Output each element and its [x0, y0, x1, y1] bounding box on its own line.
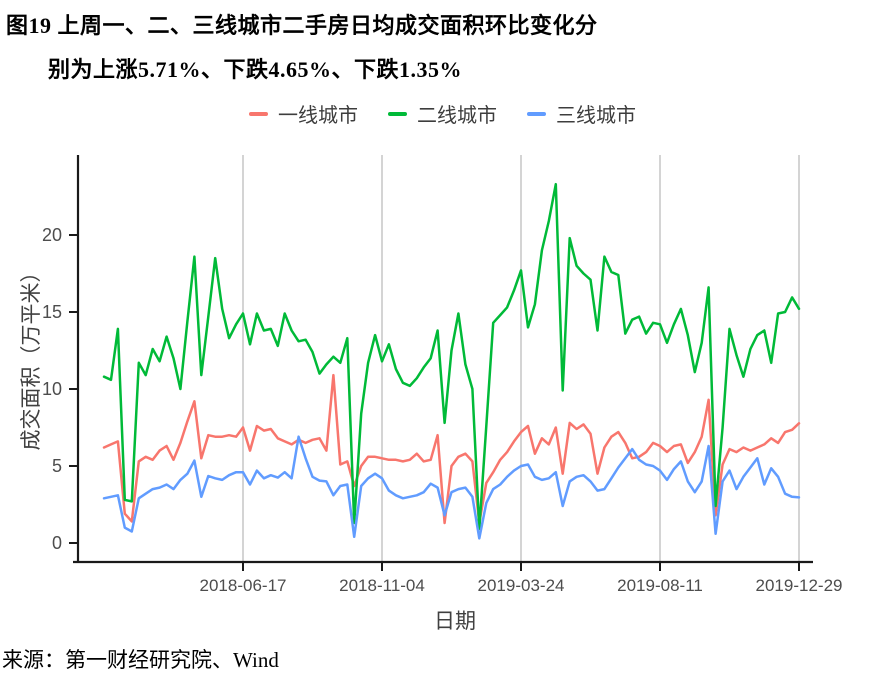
- y-tick-label: 5: [52, 456, 62, 476]
- legend-label-tier3: 三线城市: [556, 105, 636, 127]
- legend-label-tier1: 一线城市: [278, 105, 358, 127]
- chart-legend: 一线城市 二线城市 三线城市: [0, 99, 885, 128]
- tier3-line-swatch-icon: [527, 111, 546, 116]
- tier1-line-swatch-icon: [249, 111, 268, 116]
- y-tick-label: 0: [52, 533, 62, 553]
- series-line-tier1: [102, 373, 801, 525]
- y-tick-label: 20: [42, 225, 62, 245]
- figure-title-line2: 别为上涨5.71%、下跌4.65%、下跌1.35%: [48, 57, 463, 82]
- y-tick-label: 10: [42, 379, 62, 399]
- x-axis-title: 日期: [434, 610, 476, 633]
- legend-label-tier2: 二线城市: [417, 105, 497, 127]
- x-tick-label: 2019-12-29: [756, 576, 843, 595]
- y-tick-label: 15: [42, 302, 62, 322]
- x-tick-label: 2018-06-17: [200, 576, 287, 595]
- figure-title-line1: 图19 上周一、二、三线城市二手房日均成交面积环比变化分: [6, 13, 598, 38]
- tier2-line-swatch-icon: [388, 111, 407, 116]
- legend-item-tier3: 三线城市: [527, 99, 636, 128]
- source-note: 来源：第一财经研究院、Wind: [2, 648, 279, 672]
- series-line-tier3: [102, 435, 801, 540]
- x-tick-label: 2019-08-11: [617, 576, 703, 595]
- x-tick-label: 2019-03-24: [478, 576, 565, 595]
- legend-item-tier2: 二线城市: [388, 99, 497, 128]
- series-line-tier2: [102, 182, 801, 531]
- legend-item-tier1: 一线城市: [249, 99, 358, 128]
- x-tick-label: 2018-11-04: [339, 576, 425, 595]
